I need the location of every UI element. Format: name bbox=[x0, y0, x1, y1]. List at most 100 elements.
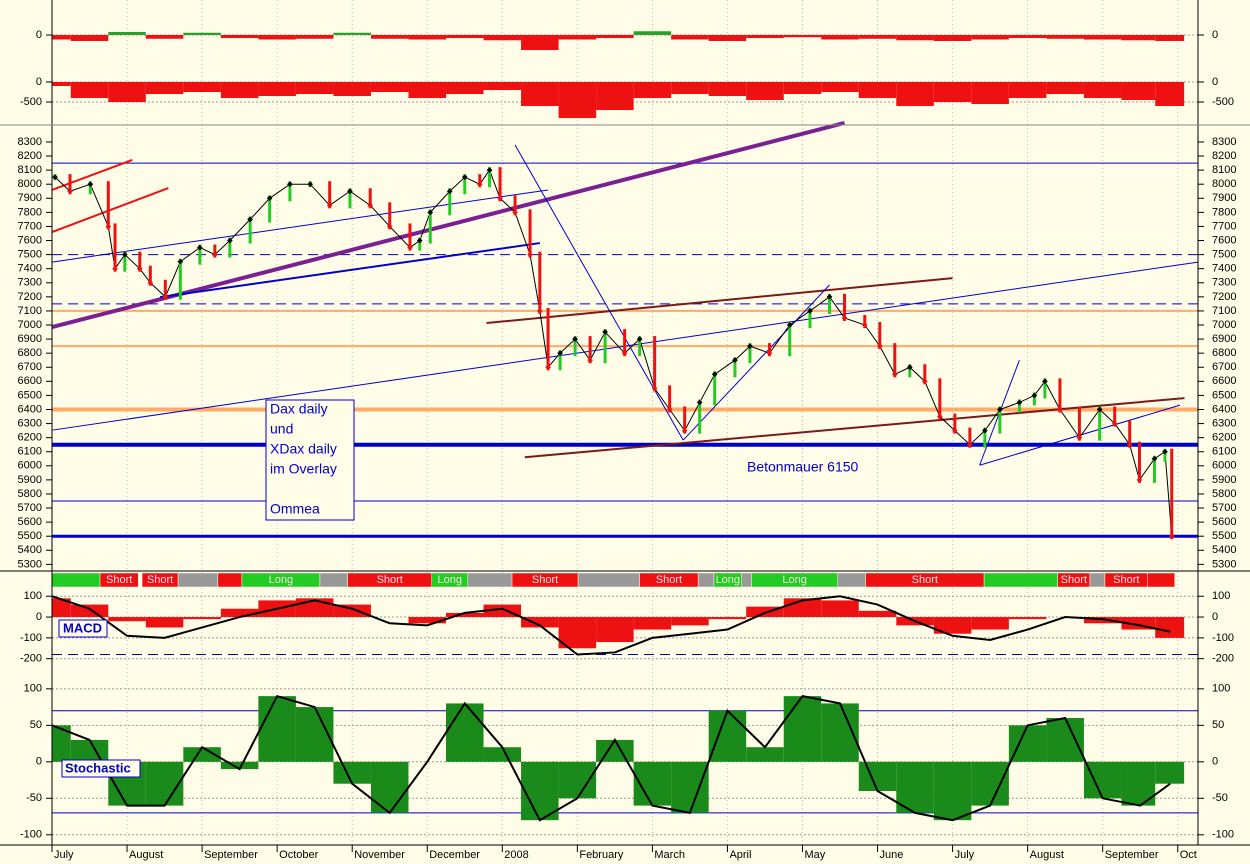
note-box bbox=[265, 399, 355, 521]
price-bar bbox=[408, 223, 412, 251]
y-tick-label: -500 bbox=[20, 96, 42, 108]
price-bar bbox=[528, 209, 532, 258]
y-tick-label: 7700 bbox=[18, 220, 42, 232]
price-bar bbox=[748, 343, 752, 364]
price-marker bbox=[287, 181, 293, 188]
price-bar bbox=[638, 336, 642, 357]
bar bbox=[183, 82, 221, 92]
bar bbox=[370, 35, 409, 39]
price-bar bbox=[198, 244, 202, 265]
price-bar bbox=[698, 399, 702, 434]
y-tick-label: -500 bbox=[1212, 96, 1234, 108]
price-marker bbox=[536, 308, 543, 314]
bar bbox=[483, 82, 522, 90]
trendline bbox=[486, 277, 953, 325]
note-author: Ommea bbox=[270, 501, 320, 517]
y-tick-label: 6100 bbox=[18, 446, 42, 458]
signal bbox=[467, 572, 513, 588]
price-bar bbox=[733, 357, 737, 378]
price-marker bbox=[416, 237, 423, 244]
price-bar bbox=[546, 307, 550, 371]
signal bbox=[577, 572, 640, 588]
price-bar bbox=[998, 406, 1002, 434]
price-bar bbox=[178, 258, 182, 300]
signal-label: Long bbox=[782, 574, 806, 586]
bar bbox=[220, 761, 259, 770]
price-marker bbox=[921, 378, 928, 385]
y-tick-label: 7900 bbox=[18, 192, 42, 204]
price-marker bbox=[486, 167, 493, 173]
price-bar bbox=[328, 181, 332, 209]
price-marker bbox=[982, 427, 988, 434]
bar bbox=[708, 35, 747, 41]
price-marker bbox=[227, 237, 233, 244]
price-marker bbox=[1136, 477, 1143, 483]
y-tick-label: -100 bbox=[20, 632, 42, 644]
bar bbox=[70, 35, 109, 41]
bar bbox=[708, 82, 747, 96]
price-bar bbox=[1163, 448, 1167, 462]
price-marker bbox=[147, 279, 154, 286]
bar bbox=[896, 82, 934, 106]
bar bbox=[446, 35, 484, 38]
price-marker bbox=[696, 399, 703, 406]
bar bbox=[1008, 725, 1047, 762]
signal bbox=[697, 572, 715, 588]
bar bbox=[971, 761, 1009, 806]
price-marker bbox=[545, 364, 551, 371]
y-tick-label: 8300 bbox=[1212, 136, 1236, 148]
y-tick-label: 5300 bbox=[1212, 558, 1236, 570]
bar bbox=[70, 82, 109, 98]
bar bbox=[295, 35, 334, 39]
y-tick-label: 7800 bbox=[18, 206, 42, 218]
x-tick-label: September bbox=[1105, 849, 1159, 861]
signal-label: Short bbox=[106, 574, 132, 586]
bar bbox=[783, 82, 822, 94]
bar bbox=[933, 82, 972, 102]
price-bar bbox=[1113, 406, 1117, 427]
x-tick-label: August bbox=[1030, 849, 1064, 861]
plot: July August September October November Decemb… bbox=[18, 29, 1237, 861]
y-tick-label: 100 bbox=[1212, 590, 1230, 602]
bar bbox=[1155, 82, 1185, 106]
bar bbox=[671, 617, 709, 626]
price-bar bbox=[893, 343, 897, 378]
price-marker bbox=[1168, 533, 1175, 540]
x-tick-label: August bbox=[129, 849, 163, 861]
bar bbox=[633, 82, 672, 98]
bar bbox=[708, 710, 747, 762]
price-marker bbox=[1042, 378, 1048, 385]
x-tick-label: December bbox=[429, 849, 480, 861]
x-tick-label: February bbox=[579, 849, 624, 861]
y-tick-label: 6100 bbox=[1212, 446, 1236, 458]
y-tick-label: 0 bbox=[36, 29, 42, 41]
bar bbox=[1046, 82, 1084, 94]
bar bbox=[183, 32, 221, 35]
y-tick-label: 8000 bbox=[18, 178, 42, 190]
price-bar bbox=[653, 336, 657, 392]
price-bar bbox=[248, 216, 252, 244]
y-tick-label: 6300 bbox=[1212, 417, 1236, 429]
price-bar bbox=[1152, 455, 1156, 483]
bar bbox=[1083, 617, 1122, 624]
price-bar bbox=[448, 188, 452, 216]
y-tick-label: 7200 bbox=[1212, 291, 1236, 303]
bar bbox=[52, 35, 71, 40]
y-tick-label: 0 bbox=[36, 611, 42, 623]
y-tick-label: 6700 bbox=[1212, 361, 1236, 373]
price-bar bbox=[623, 329, 627, 357]
price-marker bbox=[711, 371, 718, 378]
bar bbox=[145, 617, 184, 628]
price-bar bbox=[983, 427, 987, 448]
price-bar bbox=[938, 378, 942, 420]
y-tick-label: 7600 bbox=[1212, 234, 1236, 246]
price-marker bbox=[326, 202, 333, 209]
price-bar bbox=[808, 307, 812, 329]
price-marker bbox=[1096, 406, 1103, 413]
price-bar bbox=[123, 251, 127, 272]
bar bbox=[596, 35, 634, 38]
price-bar bbox=[463, 174, 467, 195]
price-bar bbox=[478, 174, 482, 188]
bar bbox=[52, 598, 71, 618]
y-tick-label: 6000 bbox=[18, 460, 42, 472]
